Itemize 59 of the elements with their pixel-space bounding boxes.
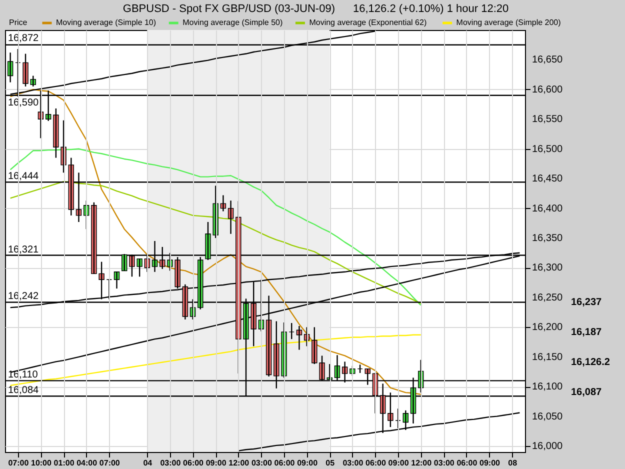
x-tick-label: 07:00 bbox=[99, 458, 120, 468]
legend-label: Moving average (Simple 50) bbox=[182, 18, 283, 27]
y-tick-label: 16,450 bbox=[532, 174, 564, 185]
text: 16,237 bbox=[571, 297, 602, 308]
x-tick-label: 06:00 bbox=[366, 458, 387, 468]
candlestick bbox=[288, 322, 294, 340]
y-tick-label: 16,600 bbox=[532, 84, 564, 96]
x-tick-label: 08 bbox=[508, 458, 518, 468]
x-tick-label: 12:00 bbox=[411, 458, 432, 468]
chart-subtitle: 16,126.2 (+0.10%) 1 hour 12:20 bbox=[353, 3, 509, 15]
x-tick-label: 06:00 bbox=[183, 458, 204, 468]
x-tick-label: 01:00 bbox=[54, 458, 75, 468]
text: 16,187 bbox=[571, 327, 602, 338]
x-tick-label: 03:00 bbox=[251, 458, 272, 468]
ref-line-label: 16,321 bbox=[8, 244, 40, 256]
y-tick-label: 16,550 bbox=[532, 114, 564, 126]
ref-line-label: 16,444 bbox=[8, 171, 40, 182]
y-tick-label: 16,150 bbox=[532, 352, 564, 363]
line-series bbox=[10, 148, 422, 306]
candlestick bbox=[106, 279, 112, 300]
x-tick-label: 06:00 bbox=[274, 458, 296, 468]
line-series bbox=[10, 180, 422, 304]
ref-line-label: 16,242 bbox=[8, 291, 40, 302]
y-tick-label: 16,100 bbox=[532, 382, 564, 393]
annotation: 16,872 bbox=[8, 33, 40, 44]
y-tick-label: 16,200 bbox=[532, 322, 564, 334]
text: 16,126.2 bbox=[571, 357, 610, 368]
y-tick-label: 16,400 bbox=[532, 203, 564, 214]
legend-title: Price bbox=[9, 18, 28, 27]
x-tick-label: 03:00 bbox=[342, 458, 364, 468]
x-tick-label: 07:00 bbox=[8, 458, 30, 468]
line-series bbox=[10, 334, 422, 386]
x-tick-label: 09:00 bbox=[480, 458, 501, 468]
x-tick-label: 10:00 bbox=[30, 458, 52, 468]
x-tick-label: 12:00 bbox=[228, 458, 250, 468]
y-tick-label: 16,500 bbox=[532, 144, 564, 155]
y-tick-label: 16,300 bbox=[532, 262, 564, 274]
x-tick-label: 06:00 bbox=[456, 458, 478, 468]
x-tick-label: 03:00 bbox=[160, 458, 182, 468]
legend-label: Moving average (Exponential 62) bbox=[309, 18, 427, 27]
legend-label: Moving average (Simple 200) bbox=[456, 18, 562, 27]
x-tick-label: 03:00 bbox=[434, 458, 455, 468]
y-tick-label: 16,350 bbox=[532, 233, 564, 244]
ref-line-label: 16,590 bbox=[8, 97, 40, 108]
x-tick-label: 04 bbox=[143, 458, 153, 468]
x-tick-label: 09:00 bbox=[297, 458, 318, 468]
text: 16,087 bbox=[571, 387, 602, 398]
x-tick-label: 04:00 bbox=[76, 458, 98, 468]
y-tick-label: 16,050 bbox=[532, 411, 564, 422]
y-tick-label: 16,650 bbox=[532, 54, 564, 66]
y-tick-label: 16,250 bbox=[532, 292, 564, 304]
legend-label: Moving average (Simple 10) bbox=[56, 18, 156, 27]
y-tick-label: 16,000 bbox=[532, 441, 564, 452]
x-tick-label: 05 bbox=[326, 458, 336, 468]
chart-title: GBPUSD - Spot FX GBP/USD (03-JUN-09) bbox=[122, 3, 335, 15]
ref-line-label: 16,084 bbox=[8, 385, 40, 396]
line-series bbox=[10, 88, 422, 395]
x-tick-label: 09:00 bbox=[206, 458, 227, 468]
x-tick-label: 09:00 bbox=[388, 458, 410, 468]
